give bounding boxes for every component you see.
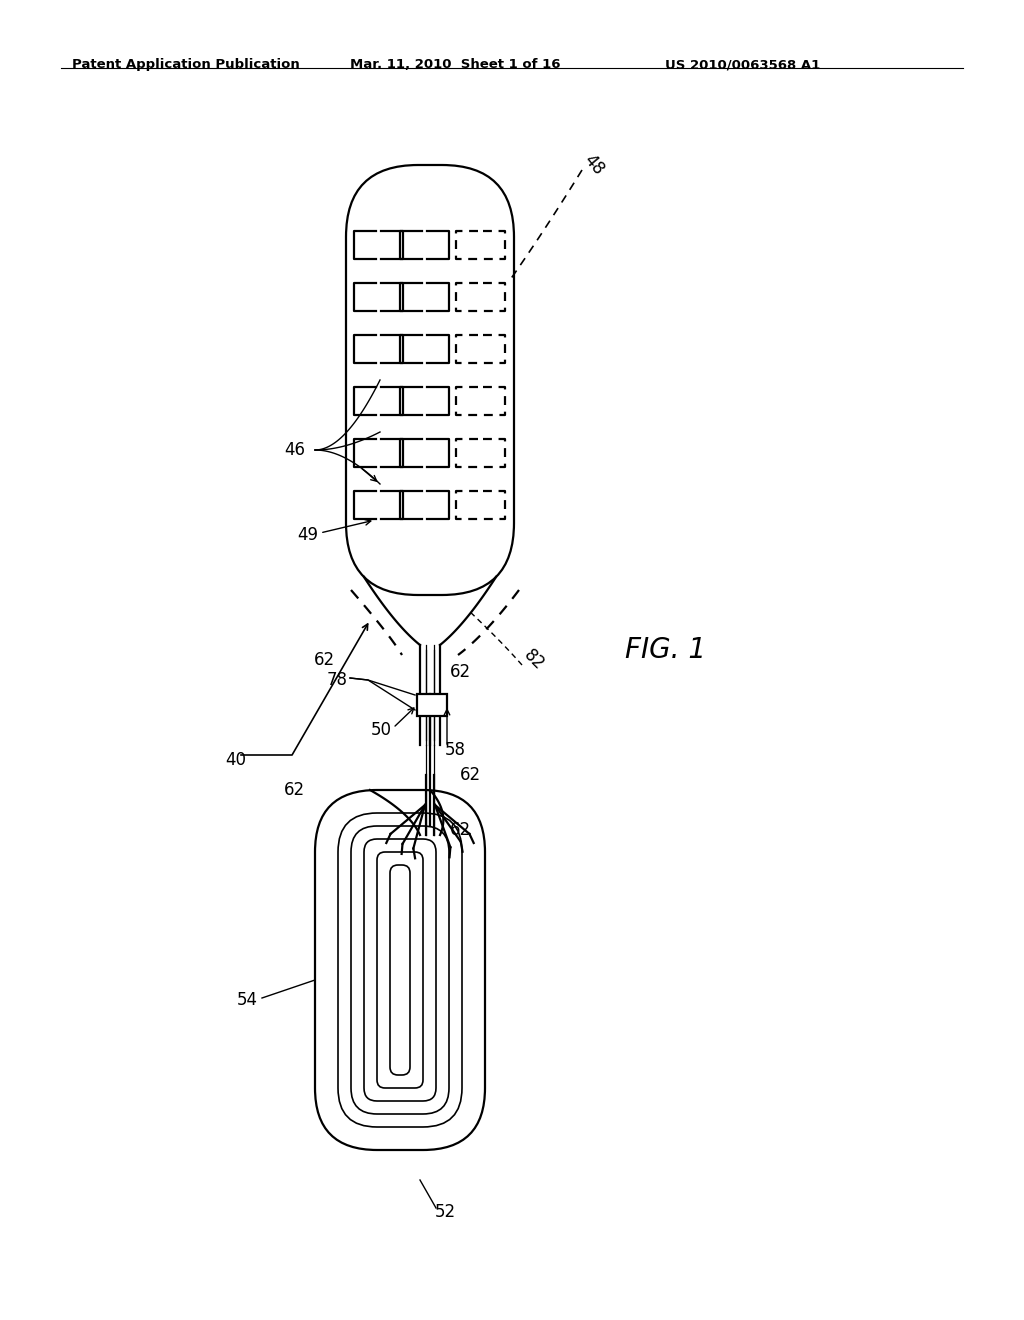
Text: US 2010/0063568 A1: US 2010/0063568 A1: [665, 58, 820, 71]
Text: 82: 82: [520, 647, 548, 673]
Text: 62: 62: [284, 781, 305, 799]
Text: 49: 49: [297, 525, 318, 544]
Text: 48: 48: [580, 152, 607, 178]
Text: Mar. 11, 2010  Sheet 1 of 16: Mar. 11, 2010 Sheet 1 of 16: [350, 58, 560, 71]
Text: 62: 62: [450, 821, 471, 840]
Text: 78: 78: [327, 671, 348, 689]
FancyBboxPatch shape: [315, 789, 485, 1150]
Text: 62: 62: [450, 663, 471, 681]
FancyBboxPatch shape: [346, 165, 514, 595]
Text: 50: 50: [371, 721, 392, 739]
Text: 62: 62: [314, 651, 335, 669]
Text: 46: 46: [284, 441, 305, 459]
Text: 54: 54: [237, 991, 258, 1008]
Text: FIG. 1: FIG. 1: [625, 636, 706, 664]
Text: 58: 58: [445, 741, 466, 759]
Text: 62: 62: [460, 766, 481, 784]
Bar: [417, 694, 447, 715]
Text: 52: 52: [435, 1203, 456, 1221]
Text: 40: 40: [225, 751, 246, 770]
Text: Patent Application Publication: Patent Application Publication: [72, 58, 300, 71]
